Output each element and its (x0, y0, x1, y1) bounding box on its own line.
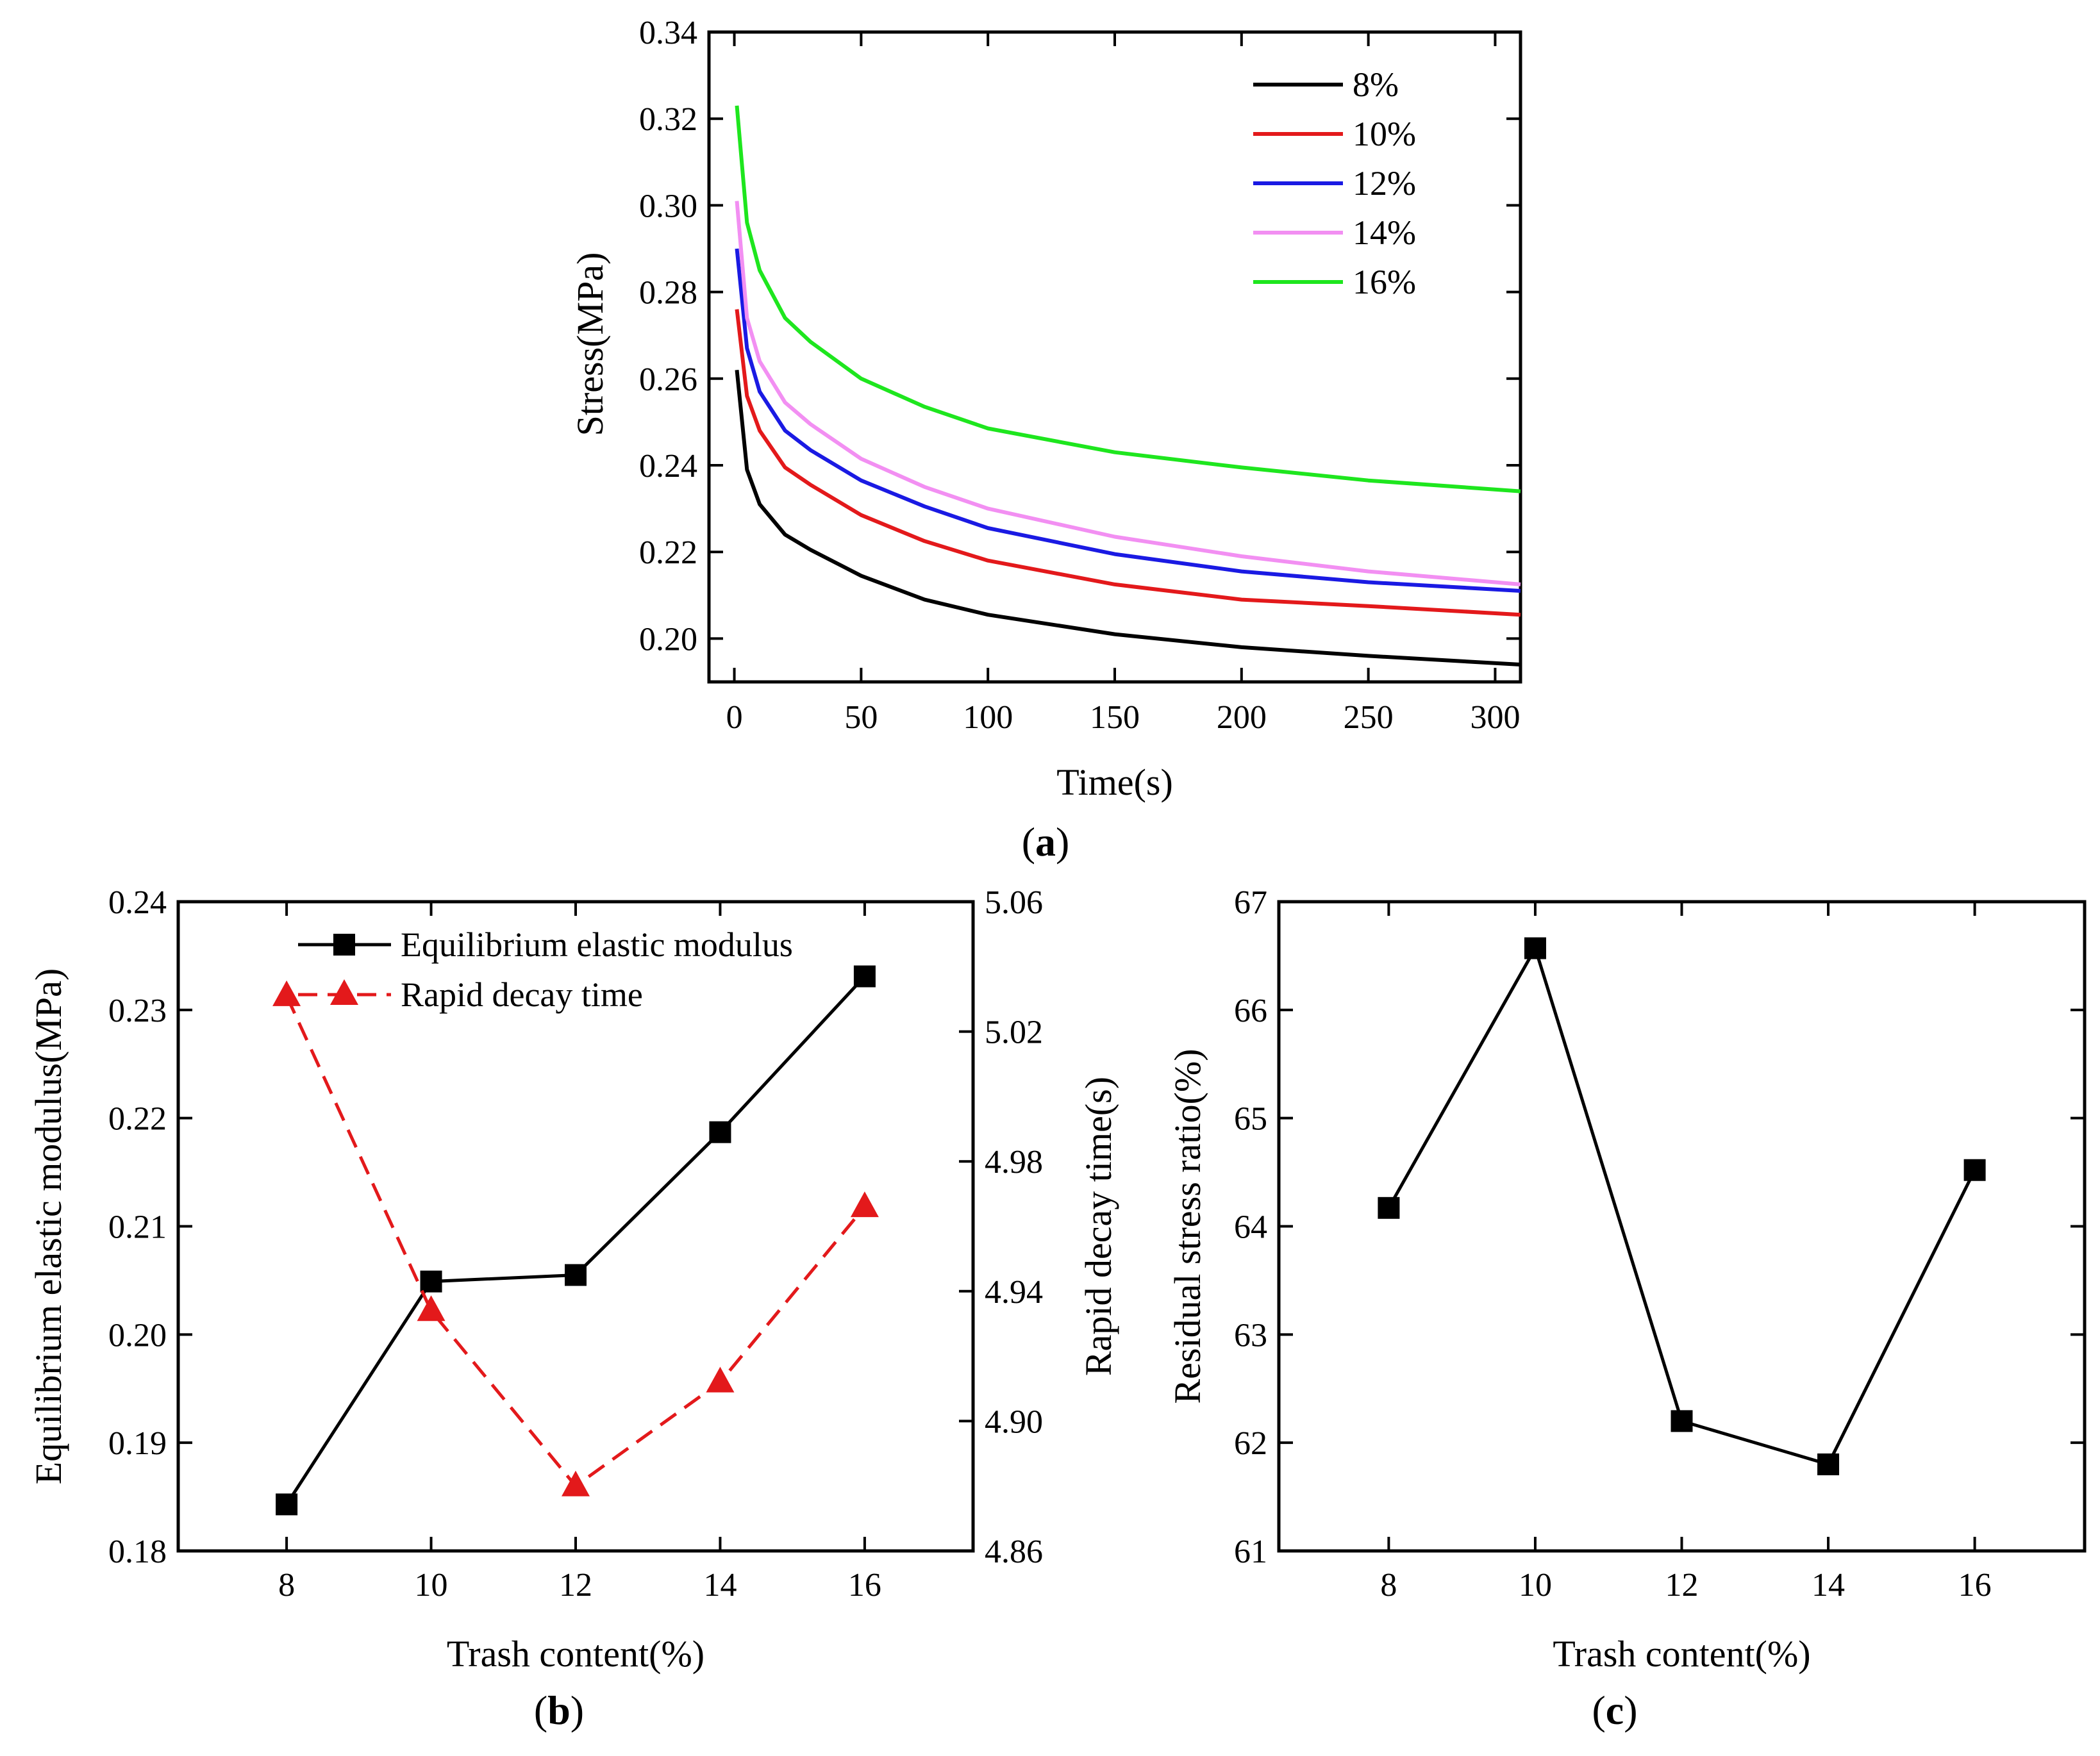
y2-tick-label: 4.86 (985, 1534, 1043, 1570)
y-tick-label: 0.18 (108, 1534, 167, 1570)
panel-c-plot-frame (1277, 900, 2087, 1553)
x-tick-label: 8 (1380, 1567, 1397, 1603)
legend-swatch-marker (330, 979, 358, 1005)
y-tick-label: 0.28 (639, 275, 697, 311)
data-point-residual-stress-ratio (1963, 1159, 1986, 1181)
legend-label: 14% (1353, 213, 1416, 252)
y-tick-label: 64 (1234, 1209, 1267, 1246)
data-point-rapid-decay-time (850, 1191, 879, 1218)
y-tick-label: 0.24 (639, 448, 697, 485)
y-tick-label: 0.21 (108, 1209, 167, 1246)
x-tick-label: 300 (1470, 699, 1520, 736)
y-tick-label: 0.24 (108, 884, 167, 921)
y2-tick-label: 4.94 (985, 1274, 1043, 1311)
data-point-equilibrium-modulus (420, 1270, 442, 1293)
y2-tick-label: 5.06 (985, 884, 1043, 921)
legend-label: 12% (1353, 164, 1416, 203)
y2-axis-label: Rapid decay time(s) (1078, 1077, 1119, 1376)
panel-b-label: (b) (534, 1687, 584, 1733)
x-tick-label: 12 (1665, 1567, 1699, 1603)
series-line-residual-stress-ratio (1387, 944, 1976, 1466)
x-tick-label: 12 (559, 1567, 592, 1603)
x-axis-label: Time(s) (1056, 761, 1173, 803)
legend-label: 10% (1353, 115, 1416, 153)
legend-label: Rapid decay time (401, 975, 643, 1014)
data-point-residual-stress-ratio (1817, 1453, 1840, 1475)
y-axis-label: Equilibrium elastic modulus(MPa) (28, 968, 69, 1484)
panel-c-label: (c) (1592, 1687, 1637, 1733)
x-tick-label: 16 (848, 1567, 881, 1603)
data-point-residual-stress-ratio (1524, 937, 1546, 959)
legend-label: 16% (1353, 263, 1416, 301)
x-axis-label: Trash content(%) (447, 1633, 704, 1675)
y-tick-label: 0.30 (639, 188, 697, 224)
panel-c-residual-stress-chart: 8 10 12 14 16 61 62 63 64 65 66 67 Trash content(%) R… (1167, 884, 2087, 1675)
y-tick-label: 62 (1234, 1425, 1267, 1462)
y-tick-label: 63 (1234, 1317, 1267, 1354)
legend: Equilibrium elastic modulus Rapid decay t… (298, 925, 793, 1014)
y-tick-label: 61 (1234, 1534, 1267, 1570)
legend-label: 8% (1353, 65, 1399, 104)
legend-label: Equilibrium elastic modulus (401, 925, 793, 964)
y2-tick-label: 5.02 (985, 1015, 1043, 1051)
y-tick-label: 0.20 (639, 621, 697, 658)
x-tick-label: 200 (1217, 699, 1267, 736)
x-tick-label: 8 (278, 1567, 295, 1603)
data-point-equilibrium-modulus (276, 1493, 298, 1516)
data-point-rapid-decay-time (417, 1295, 446, 1321)
legend-swatch-marker (333, 934, 355, 956)
series-line-8pct (735, 369, 1521, 667)
panel-b-modulus-decay-chart: 8 10 12 14 16 0.18 0.19 0.20 0.21 0.22 0.23 0.24 4.8… (28, 884, 1119, 1675)
series-line-14pct (735, 201, 1521, 586)
data-point-equilibrium-modulus (565, 1264, 587, 1286)
y-tick-label: 0.20 (108, 1317, 167, 1354)
x-tick-label: 250 (1344, 699, 1394, 736)
y-tick-label: 0.26 (639, 361, 697, 398)
y-axis-label: Stress(MPa) (569, 253, 611, 436)
x-tick-label: 16 (1958, 1567, 1992, 1603)
y2-tick-label: 4.90 (985, 1404, 1043, 1440)
x-axis-label: Trash content(%) (1553, 1633, 1810, 1675)
y-tick-label: 0.22 (639, 534, 697, 571)
data-point-residual-stress-ratio (1378, 1197, 1400, 1219)
y2-tick-label: 4.98 (985, 1144, 1043, 1180)
x-tick-label: 150 (1090, 699, 1140, 736)
y-tick-label: 0.32 (639, 101, 697, 138)
y-tick-label: 0.34 (639, 15, 697, 51)
panel-a-stress-relaxation-chart: 0 50 100 150 200 250 300 0.20 0.22 0.24 0.26 0.28 0.… (569, 15, 1522, 803)
y-tick-label: 0.22 (108, 1101, 167, 1138)
y-tick-label: 67 (1234, 884, 1267, 921)
series-line-10pct (735, 309, 1521, 617)
data-point-rapid-decay-time (706, 1366, 735, 1393)
legend: 8% 10% 12% 14% 16% (1253, 65, 1416, 301)
x-tick-label: 10 (1519, 1567, 1552, 1603)
series-line-12pct (735, 248, 1521, 593)
data-point-rapid-decay-time (562, 1470, 590, 1496)
x-tick-label: 0 (726, 699, 743, 736)
x-tick-label: 100 (963, 699, 1013, 736)
data-point-residual-stress-ratio (1671, 1410, 1693, 1432)
x-tick-label: 10 (415, 1567, 448, 1603)
y-axis-label: Residual stress ratio(%) (1167, 1048, 1208, 1404)
y-tick-label: 0.19 (108, 1425, 167, 1462)
x-tick-label: 14 (1812, 1567, 1845, 1603)
data-point-equilibrium-modulus (709, 1121, 731, 1143)
x-tick-label: 14 (703, 1567, 737, 1603)
data-point-equilibrium-modulus (853, 965, 876, 988)
data-point-rapid-decay-time (272, 980, 301, 1006)
series-line-equilibrium-modulus (285, 975, 866, 1505)
y-tick-label: 66 (1234, 993, 1267, 1029)
y-tick-label: 0.23 (108, 993, 167, 1029)
y-tick-label: 65 (1234, 1101, 1267, 1138)
series-line-16pct (735, 105, 1521, 493)
panel-a-label: (a) (1022, 819, 1070, 865)
x-tick-label: 50 (844, 699, 878, 736)
